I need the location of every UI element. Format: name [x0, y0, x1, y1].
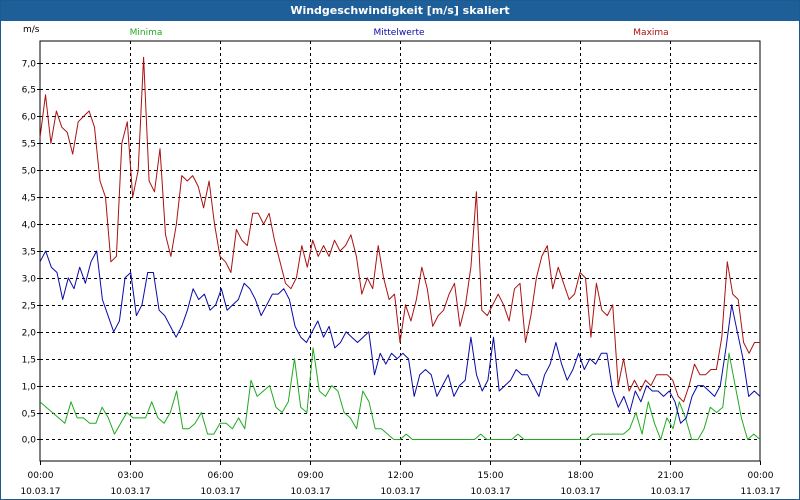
y-tick-label: 4,0: [22, 221, 37, 231]
y-tick-label: 2,0: [22, 329, 37, 339]
y-tick-label: 4,5: [22, 194, 36, 204]
y-tick-label: 5,0: [22, 167, 37, 177]
y-tick-label: 2,5: [22, 302, 36, 312]
y-tick-label: 3,5: [22, 248, 36, 258]
y-axis-ticks: 0,0 0,5 1,0 1,5 2,0 2,5 3,0 3,5 4,0 4,5 5,0 5,5 6,0 6…: [22, 60, 40, 446]
series-line-maxima: [39, 56, 760, 403]
x-tick-time-label: 21:00: [658, 471, 684, 481]
x-tick-date-label: 10.03.17: [20, 487, 60, 497]
x-tick-time-label: 06:00: [208, 471, 234, 481]
chart-legend: Minima Mittelwerte Maxima: [130, 28, 669, 38]
x-tick-time-label: 03:00: [118, 471, 144, 481]
y-tick-label: 6,5: [22, 86, 36, 96]
x-axis-ticks: 00:00 10.03.17 03:00 10.03.17 06:00 10.03.17 0…: [20, 461, 781, 497]
y-tick-label: 6,0: [22, 113, 37, 123]
x-tick-time-label: 09:00: [298, 471, 324, 481]
y-tick-label: 7,0: [22, 60, 37, 70]
x-tick-time-label: 00:00: [748, 471, 774, 481]
data-series: [39, 56, 761, 440]
x-tick-time-label: 12:00: [388, 471, 414, 481]
x-tick-date-label: 10.03.17: [470, 487, 510, 497]
series-line-minima: [39, 347, 761, 440]
y-tick-label: 3,0: [22, 275, 37, 285]
y-tick-label: 1,0: [22, 383, 37, 393]
x-tick-time-label: 15:00: [478, 471, 504, 481]
legend-entry-maxima: Maxima: [633, 28, 668, 38]
x-tick-time-label: 00:00: [28, 471, 54, 481]
x-tick-date-label: 10.03.17: [200, 487, 240, 497]
x-tick-date-label: 10.03.17: [380, 487, 420, 497]
x-tick-date-label: 11.03.17: [740, 487, 780, 497]
window-title: Windgeschwindigkeit [m/s] skaliert: [1, 1, 799, 21]
wind-speed-chart: 0,0 0,5 1,0 1,5 2,0 2,5 3,0 3,5 4,0 4,5 5,0 5,5 6,0 6…: [20, 25, 781, 497]
x-tick-date-label: 10.03.17: [650, 487, 690, 497]
y-tick-label: 5,5: [22, 140, 36, 150]
legend-entry-mittelwerte: Mittelwerte: [373, 28, 424, 38]
y-axis-label: m/s: [23, 25, 40, 35]
y-tick-label: 0,0: [22, 436, 37, 446]
x-tick-date-label: 10.03.17: [110, 487, 150, 497]
y-tick-label: 0,5: [22, 410, 36, 420]
x-tick-date-label: 10.03.17: [560, 487, 600, 497]
series-line-mittelwerte: [39, 250, 761, 424]
grid-lines: [39, 40, 761, 462]
y-tick-label: 1,5: [22, 356, 36, 366]
legend-entry-minima: Minima: [130, 28, 163, 38]
x-tick-date-label: 10.03.17: [290, 487, 330, 497]
x-tick-time-label: 18:00: [568, 471, 594, 481]
